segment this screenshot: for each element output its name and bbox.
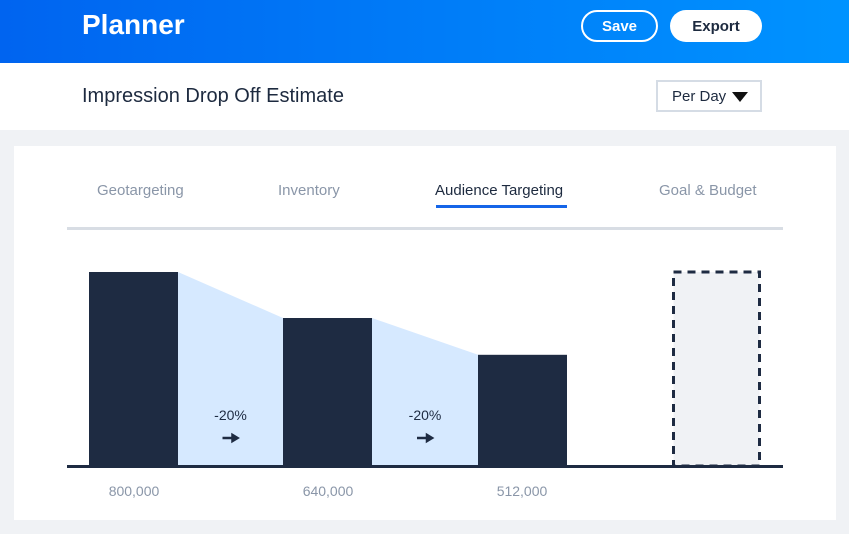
tabs-divider (67, 227, 783, 230)
period-select-value: Per Day (672, 87, 727, 105)
drop-percent-label: -20% (214, 407, 247, 423)
tab-inventory[interactable]: Inventory (278, 182, 340, 199)
bar (89, 272, 178, 466)
chart-baseline (67, 465, 783, 468)
app-title: Planner (82, 9, 185, 40)
drop-off-chart: -20% -20% (67, 270, 783, 468)
bar-label: 512,000 (496, 483, 548, 499)
export-button[interactable]: Export (670, 10, 762, 42)
tab-geotargeting[interactable]: Geotargeting (97, 182, 184, 199)
estimate-card: Geotargeting Inventory Audience Targetin… (14, 146, 836, 520)
bar (283, 318, 372, 466)
save-button[interactable]: Save (581, 10, 658, 42)
drop-percent-label: -20% (409, 407, 442, 423)
drop-area (372, 318, 478, 466)
tab-audience-targeting[interactable]: Audience Targeting (435, 182, 564, 199)
drop-area (178, 272, 283, 466)
tab-goal-budget[interactable]: Goal & Budget (659, 182, 757, 199)
active-tab-indicator (436, 205, 567, 208)
bar-label: 640,000 (302, 483, 354, 499)
placeholder-bar (672, 270, 761, 468)
arrow-right-icon (417, 432, 435, 444)
app-header: Planner Save Export (0, 0, 849, 63)
subheader: Impression Drop Off Estimate Per Day (0, 63, 849, 130)
page-title: Impression Drop Off Estimate (82, 85, 344, 107)
bar (478, 354, 567, 466)
period-select[interactable]: Per Day (656, 80, 762, 112)
bar-label: 800,000 (108, 483, 160, 499)
caret-down-icon (732, 92, 748, 102)
arrow-right-icon (222, 432, 240, 444)
